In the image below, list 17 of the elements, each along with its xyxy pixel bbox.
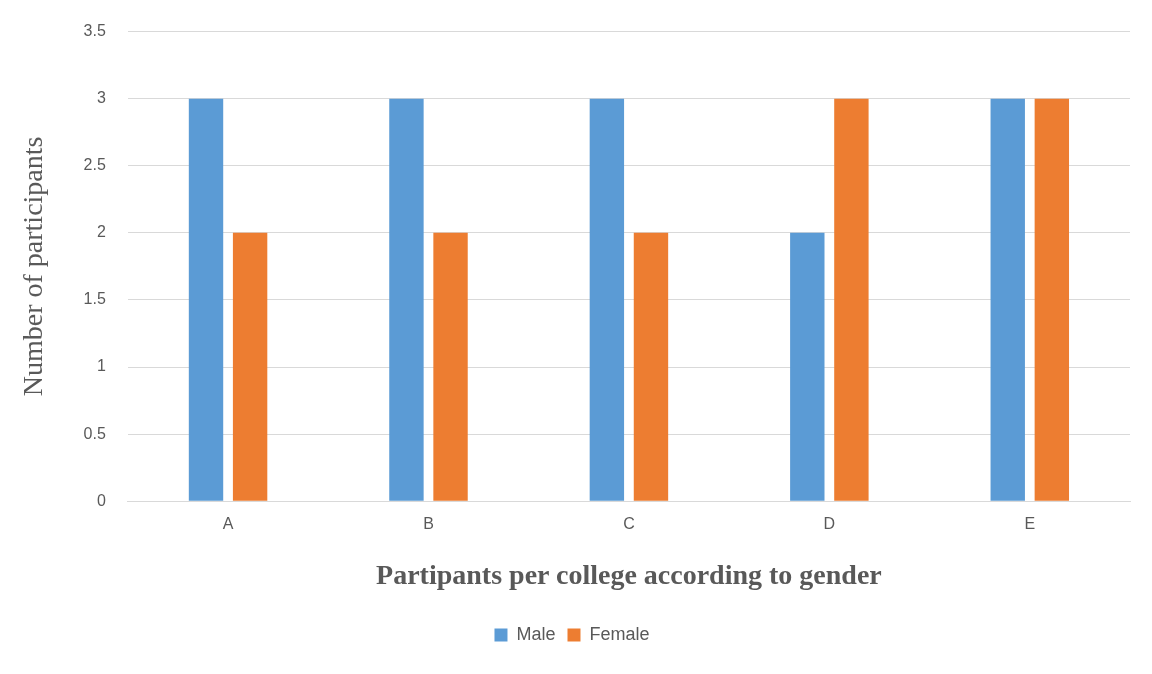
legend-label: Male	[516, 623, 556, 644]
y-tick-label: 3	[96, 89, 106, 107]
y-tick-label: 2	[96, 223, 106, 241]
x-tick-label: E	[1024, 515, 1036, 533]
x-axis-title: Partipants per college according to gender	[376, 559, 882, 591]
y-tick-label: 1.5	[83, 290, 106, 308]
y-tick-label: 3.5	[83, 22, 106, 40]
y-tick-label: 2.5	[83, 156, 106, 174]
x-tick-label: A	[222, 515, 234, 533]
y-axis-title: Number of participants	[17, 136, 49, 397]
y-tick-label: 0	[96, 491, 106, 509]
y-tick-label: 1	[96, 357, 106, 375]
x-tick-label: D	[823, 515, 836, 533]
y-tick-label: 0.5	[83, 424, 106, 442]
x-tick-label: B	[423, 515, 434, 533]
x-tick-label: C	[623, 515, 635, 533]
legend-label: Female	[589, 623, 650, 644]
